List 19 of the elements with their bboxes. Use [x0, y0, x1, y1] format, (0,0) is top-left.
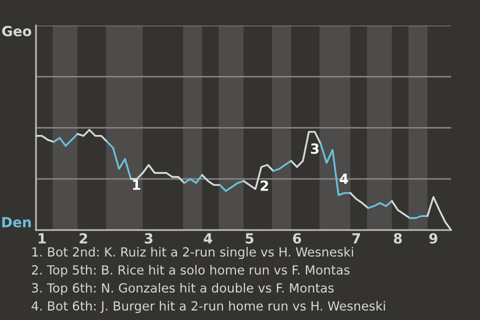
annotation: 1 [133, 180, 140, 190]
text: Geo [2, 26, 32, 36]
text: Den [2, 217, 31, 228]
text: 2. Top 5th: B. Rice hit a solo home run vs F. Montas [32, 264, 350, 278]
x-tick-label: 6 [293, 233, 302, 244]
text: 1. Bot 2nd: K. Ruiz hit a 2-run single vs H. Wesneski [32, 246, 353, 260]
x-tick-label: 2 [80, 233, 88, 244]
x-tick-label: 5 [246, 233, 254, 244]
x-tick-label: 1 [38, 233, 46, 244]
x-tick-label: 4 [204, 233, 212, 244]
x-tick-label: 9 [429, 233, 438, 244]
text: 4. Bot 6th: J. Burger hit a 2-run home run vs H. Wesneski [32, 300, 385, 314]
x-tick-label: 8 [394, 233, 402, 244]
x-tick-label: 3 [144, 233, 152, 244]
text: 3. Top 6th: N. Gonzales hit a double vs F. Montas [32, 282, 334, 296]
x-tick-label: 7 [352, 233, 360, 244]
annotation: 3 [310, 143, 319, 154]
annotation: 2 [260, 180, 268, 191]
annotation: 4 [340, 174, 348, 184]
